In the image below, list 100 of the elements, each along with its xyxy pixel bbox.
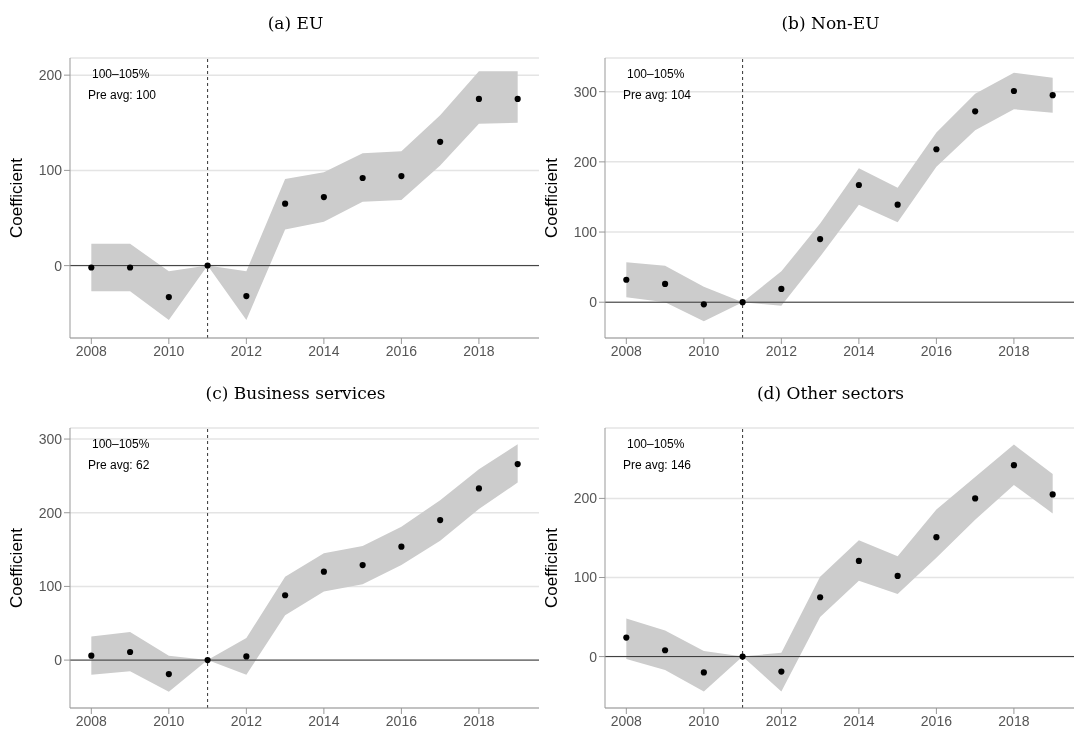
- x-tick-label: 2014: [843, 712, 875, 729]
- x-tick-label: 2012: [230, 712, 263, 729]
- point: [320, 193, 327, 201]
- annotation: 100–105%: [91, 436, 150, 453]
- point: [1010, 87, 1018, 95]
- x-tick-label: 2012: [765, 712, 798, 729]
- x-tick-label: 2018: [998, 342, 1030, 359]
- x-tick-label: 2010: [153, 342, 185, 359]
- y-tick-label: 0: [54, 652, 63, 669]
- x-tick-label: 2016: [920, 342, 953, 359]
- y-tick-label: 200: [573, 490, 598, 507]
- y-tick-label: 100: [38, 578, 63, 595]
- point: [933, 534, 940, 541]
- point: [359, 174, 366, 182]
- annotation: 100–105%: [91, 66, 151, 83]
- x-tick-label: 2010: [153, 712, 185, 729]
- point: [1010, 462, 1018, 469]
- point: [972, 495, 979, 502]
- y-tick-label: 200: [38, 67, 63, 84]
- chart-title: (c) Business services: [204, 382, 387, 405]
- point: [700, 301, 707, 308]
- y-axis-title: Coefficient: [7, 157, 27, 238]
- point: [700, 669, 707, 676]
- point: [661, 280, 669, 288]
- point: [972, 108, 979, 115]
- point: [204, 262, 211, 269]
- point: [739, 653, 746, 660]
- point: [1049, 491, 1056, 498]
- y-tick-label: 300: [573, 83, 598, 100]
- point: [514, 95, 521, 103]
- point: [398, 543, 405, 550]
- x-tick-label: 2014: [308, 712, 340, 729]
- x-tick-label: 2014: [843, 342, 875, 359]
- point: [204, 657, 211, 664]
- chart-title: (d) Other sectors: [755, 382, 906, 405]
- point: [1049, 92, 1056, 99]
- y-axis-title: Coefficient: [7, 527, 27, 608]
- x-tick-label: 2010: [688, 342, 720, 359]
- annotation: Pre avg: 100: [88, 87, 157, 104]
- x-tick-label: 2014: [308, 342, 340, 359]
- y-axis-title: Coefficient: [542, 527, 562, 608]
- annotation: Pre avg: 146: [623, 457, 692, 474]
- point: [475, 485, 483, 492]
- x-tick-label: 2016: [385, 342, 418, 359]
- point: [778, 285, 785, 292]
- x-tick-label: 2012: [765, 342, 798, 359]
- point: [437, 138, 444, 145]
- point: [243, 293, 250, 300]
- x-tick-label: 2008: [610, 712, 643, 729]
- point: [778, 668, 785, 675]
- point: [126, 264, 134, 271]
- point: [243, 653, 250, 660]
- point: [855, 181, 862, 189]
- point: [623, 276, 630, 283]
- point: [282, 200, 289, 207]
- y-tick-label: 200: [573, 153, 598, 170]
- y-axis-title: Coefficient: [542, 157, 562, 238]
- x-tick-label: 2010: [688, 712, 720, 729]
- annotation: Pre avg: 62: [88, 457, 150, 474]
- point: [165, 293, 172, 301]
- point: [165, 671, 172, 678]
- point: [126, 648, 134, 656]
- x-tick-label: 2008: [610, 342, 643, 359]
- chart-title: (b) Non-EU: [780, 12, 881, 35]
- point: [933, 146, 940, 153]
- point: [475, 95, 483, 103]
- point: [88, 264, 95, 271]
- annotation: 100–105%: [626, 436, 686, 453]
- x-tick-label: 2012: [230, 342, 263, 359]
- point: [894, 572, 901, 579]
- y-tick-label: 0: [589, 648, 598, 665]
- point: [894, 201, 901, 208]
- x-tick-label: 2018: [998, 712, 1030, 729]
- annotation: Pre avg: 104: [623, 87, 692, 104]
- point: [359, 561, 366, 569]
- point: [817, 235, 824, 243]
- point: [88, 652, 95, 659]
- point: [282, 592, 289, 599]
- x-tick-label: 2016: [385, 712, 418, 729]
- y-tick-label: 200: [38, 504, 63, 521]
- point: [739, 299, 746, 306]
- x-tick-label: 2008: [75, 342, 108, 359]
- point: [437, 517, 444, 524]
- annotation: 100–105%: [626, 66, 686, 83]
- y-tick-label: 100: [573, 224, 598, 241]
- point: [661, 647, 669, 654]
- y-tick-label: 0: [54, 257, 63, 274]
- point: [514, 461, 521, 468]
- x-tick-label: 2008: [75, 712, 108, 729]
- y-tick-label: 100: [38, 162, 63, 179]
- point: [398, 173, 405, 180]
- point: [320, 568, 327, 575]
- y-tick-label: 300: [38, 431, 63, 448]
- chart-title: (a) EU: [266, 12, 325, 35]
- point: [817, 594, 824, 601]
- x-tick-label: 2018: [463, 342, 495, 359]
- point: [855, 557, 862, 564]
- point: [623, 634, 630, 641]
- x-tick-label: 2016: [920, 712, 953, 729]
- y-tick-label: 100: [573, 569, 598, 586]
